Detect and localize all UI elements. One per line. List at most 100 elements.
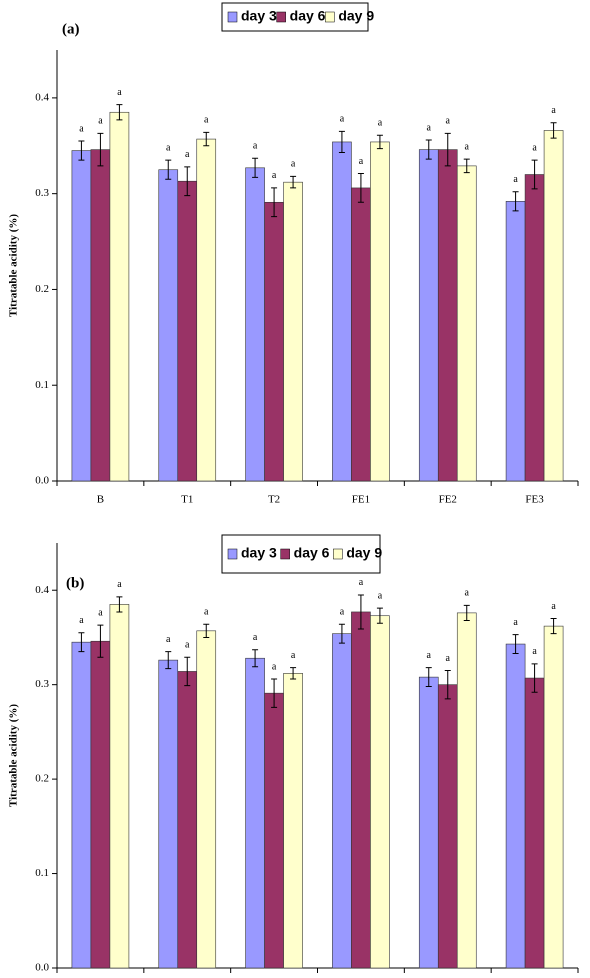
- legend: day 3 day 6 day 9: [221, 534, 382, 574]
- error-bar: [97, 132, 104, 167]
- significance-letter: a: [204, 607, 209, 618]
- significance-letter: a: [465, 141, 470, 152]
- significance-letter: a: [272, 661, 277, 672]
- error-bar: [290, 175, 297, 189]
- error-bar: [425, 139, 432, 160]
- error-bar: [376, 134, 383, 150]
- bar: [90, 640, 111, 969]
- legend-swatch: [280, 548, 290, 560]
- significance-letter: a: [427, 650, 432, 661]
- error-bar: [338, 623, 345, 644]
- bar: [456, 165, 477, 482]
- error-bar: [165, 159, 172, 180]
- error-bar: [531, 159, 538, 190]
- significance-letter: a: [465, 588, 470, 599]
- error-bar: [290, 667, 297, 680]
- significance-letter: a: [340, 114, 345, 125]
- error-bar: [116, 596, 123, 613]
- significance-letter: a: [551, 601, 556, 612]
- legend-label: day 9: [346, 545, 382, 561]
- bar: [177, 180, 198, 482]
- y-tick-label: 0.3: [35, 187, 49, 199]
- legend-box: [221, 2, 369, 32]
- significance-letter: a: [359, 156, 364, 167]
- y-tick-label: 0.4: [35, 584, 49, 596]
- error-bar: [376, 607, 383, 624]
- bar: [158, 169, 179, 482]
- bar: [245, 657, 265, 969]
- bar: [543, 625, 564, 969]
- legend-label: day 6: [290, 8, 326, 24]
- error-bar: [97, 624, 104, 658]
- error-bar: [116, 104, 123, 121]
- x-tick-label: T2: [268, 494, 280, 506]
- legend-label: day 9: [338, 8, 374, 24]
- error-bar: [165, 651, 172, 670]
- x-tick-label: FE1: [352, 494, 370, 506]
- bar: [109, 604, 130, 969]
- significance-letter: a: [79, 123, 84, 134]
- bar: [370, 141, 390, 482]
- bar: [437, 684, 458, 969]
- y-tick-label: 0.3: [35, 678, 49, 690]
- significance-letter: a: [185, 149, 190, 160]
- significance-letter: a: [340, 607, 345, 618]
- significance-letter: a: [204, 115, 209, 126]
- bar: [90, 149, 111, 482]
- error-bar: [357, 173, 364, 203]
- significance-letter: a: [166, 634, 171, 645]
- error-bar: [203, 623, 210, 638]
- y-tick-label: 0.1: [35, 379, 49, 391]
- significance-letter: a: [253, 632, 258, 643]
- error-bar: [271, 678, 278, 708]
- bar: [196, 138, 217, 482]
- significance-letter: a: [378, 590, 383, 601]
- legend-swatch: [325, 11, 335, 23]
- significance-letter: a: [359, 577, 364, 588]
- error-bar: [252, 649, 259, 668]
- legend-swatch: [333, 548, 343, 560]
- error-bar: [78, 140, 85, 161]
- significance-letter: a: [513, 617, 518, 628]
- x-tick-label: FE3: [525, 494, 544, 506]
- panel-label: (a): [62, 21, 80, 37]
- bar: [437, 149, 458, 482]
- bar: [332, 141, 352, 482]
- legend: day 3 day 6 day 9: [221, 2, 374, 32]
- bar: [264, 201, 284, 482]
- significance-letter: a: [427, 122, 432, 133]
- error-bar: [463, 604, 470, 621]
- bar: [418, 676, 439, 969]
- error-bar: [357, 594, 364, 630]
- bar: [332, 633, 352, 969]
- error-bar: [252, 157, 259, 178]
- error-bar: [184, 166, 191, 197]
- bar: [264, 692, 284, 969]
- error-bar: [512, 634, 519, 654]
- x-tick-label: T1: [181, 494, 193, 506]
- significance-letter: a: [378, 118, 383, 129]
- bar: [283, 181, 303, 482]
- bar: [71, 641, 92, 969]
- legend-swatch: [276, 11, 286, 23]
- y-tick-label: 0.2: [35, 773, 49, 785]
- bar: [177, 671, 198, 969]
- legend-swatch: [227, 11, 238, 23]
- bar: [351, 187, 371, 482]
- error-bar: [512, 191, 519, 212]
- legend-label: day 3: [241, 545, 277, 561]
- error-bar: [78, 632, 85, 653]
- error-bar: [531, 663, 538, 693]
- significance-letter: a: [98, 116, 103, 127]
- bar: [418, 149, 439, 482]
- bar: [351, 611, 371, 969]
- bar: [71, 150, 92, 482]
- significance-letter: a: [446, 653, 451, 664]
- bar: [456, 612, 477, 969]
- error-bar: [271, 187, 278, 218]
- error-bar: [184, 656, 191, 687]
- y-tick-label: 0.2: [35, 283, 49, 295]
- y-tick-label: 0.1: [35, 867, 49, 879]
